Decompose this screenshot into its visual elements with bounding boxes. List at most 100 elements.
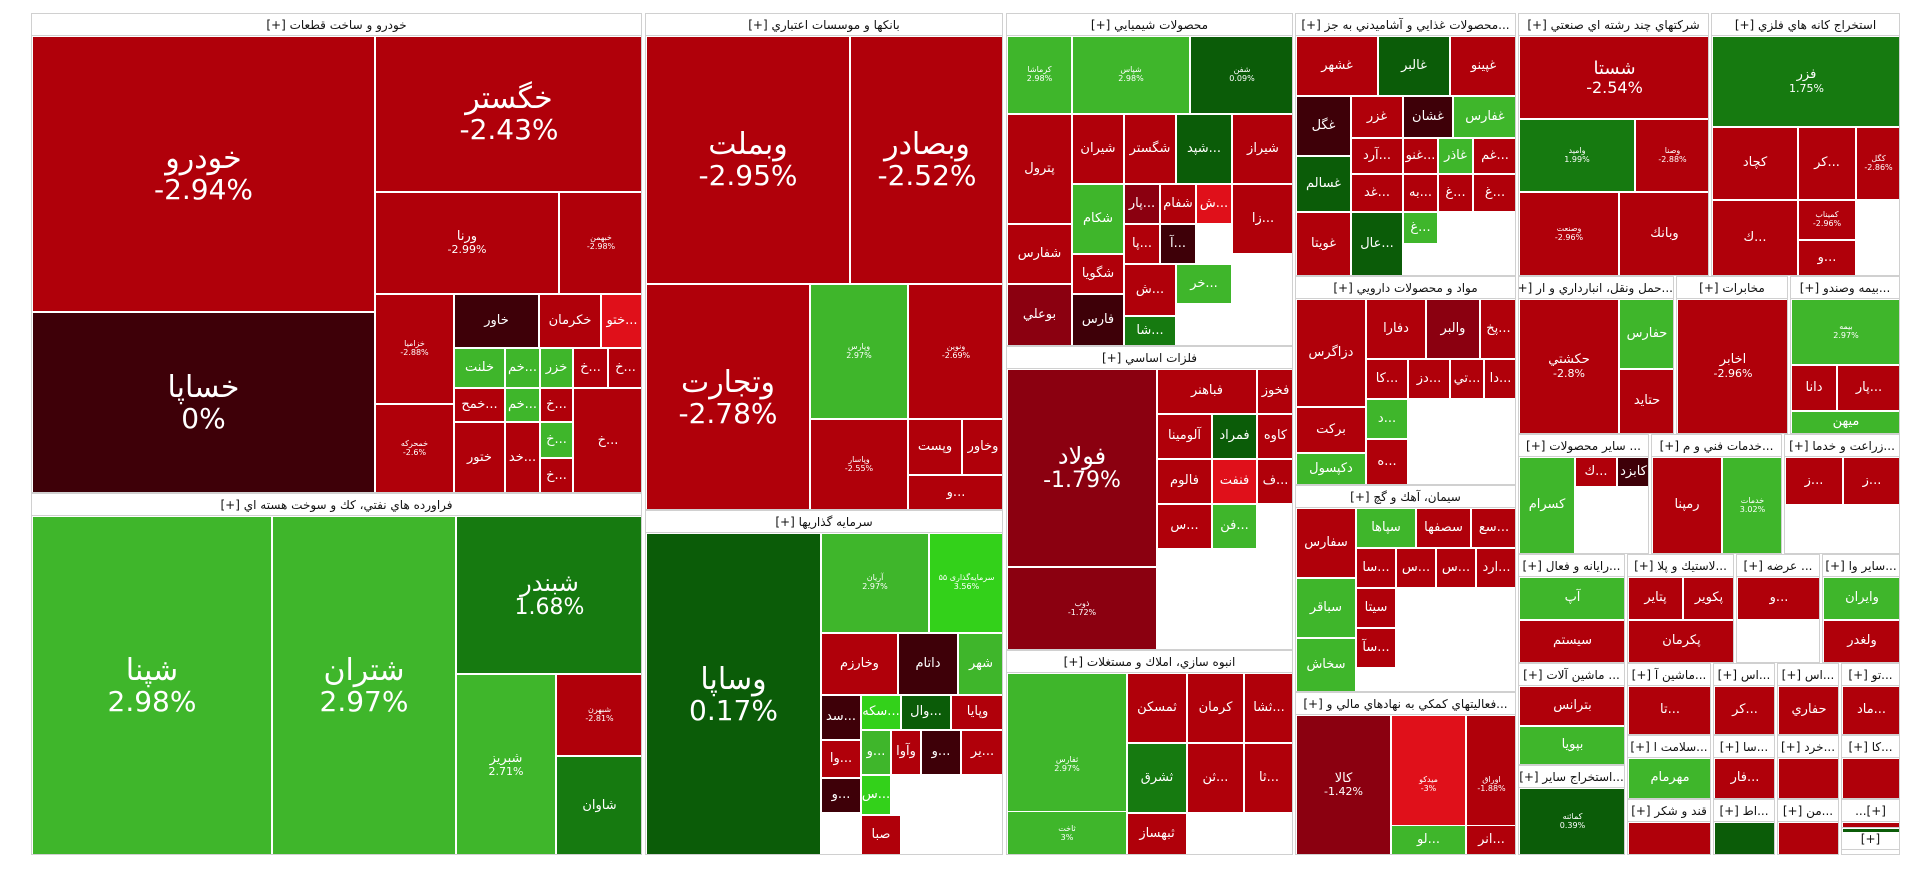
stock-tile-ثشرق[interactable]: ثشرق	[1127, 743, 1187, 813]
sector-header[interactable]: مواد و محصولات دارويي [+]	[1296, 277, 1515, 299]
stock-tile-شفام[interactable]: شفام	[1160, 184, 1196, 224]
stock-tile-ثن[interactable]: ...ثن	[1187, 743, 1244, 813]
stock-tile-داتام[interactable]: داتام	[898, 633, 958, 695]
stock-tile-tile[interactable]	[1778, 758, 1838, 798]
stock-tile-سپاها[interactable]: سپاها	[1356, 508, 1416, 548]
stock-tile-و[interactable]: ...و	[921, 730, 961, 775]
stock-tile-خر[interactable]: ...خر	[1176, 264, 1232, 304]
stock-tile-دانا[interactable]: دانا	[1791, 365, 1837, 411]
stock-tile-پتاير[interactable]: پتاير	[1628, 577, 1683, 620]
stock-tile-خ[interactable]: ...خ	[573, 348, 608, 388]
stock-tile-لو[interactable]: ...لو	[1391, 825, 1466, 854]
stock-tile-خبهمن[interactable]: خبهمن -2.98%	[559, 192, 641, 294]
stock-tile-خ[interactable]: ...خ	[573, 388, 641, 492]
stock-tile-سا[interactable]: ...سا	[1356, 548, 1396, 588]
stock-tile-خ[interactable]: ...خ	[540, 422, 573, 458]
stock-tile-پار[interactable]: ...پار	[1124, 184, 1160, 224]
stock-tile-غنو[interactable]: ...غنو	[1403, 138, 1438, 174]
stock-tile-وخاور[interactable]: وخاور	[962, 419, 1002, 475]
stock-tile-شفارس[interactable]: شفارس	[1007, 224, 1072, 284]
stock-tile-ثا[interactable]: ...ثا	[1244, 743, 1292, 813]
stock-tile-غ[interactable]: ...غ	[1438, 174, 1473, 212]
stock-tile-ونوین[interactable]: ونوین -2.69%	[908, 284, 1002, 419]
sector-header[interactable]: ...استخراج ساير [+]	[1519, 766, 1624, 788]
stock-tile-خزر[interactable]: خزر	[540, 348, 573, 388]
stock-tile-عال[interactable]: ...عال	[1351, 212, 1403, 275]
stock-tile-ك[interactable]: ...ك	[1575, 457, 1617, 487]
stock-tile-كسرام[interactable]: كسرام	[1519, 457, 1575, 553]
stock-tile-ذوب[interactable]: ذوب -1.72%	[1007, 567, 1157, 649]
sector-header[interactable]: ...تو [+]	[1842, 664, 1899, 686]
stock-tile-ثشا[interactable]: ...ثشا	[1244, 673, 1292, 743]
stock-tile-پار[interactable]: ...پار	[1837, 365, 1899, 411]
sector-header[interactable]: ...حمل ونقل، انبارداري و ار [+]	[1519, 277, 1673, 299]
stock-tile-غزر[interactable]: غزر	[1351, 96, 1403, 138]
sector-header[interactable]: ... عرضه [+]	[1737, 555, 1819, 577]
stock-tile-ز[interactable]: ...ز	[1785, 457, 1843, 505]
stock-tile-بیمه[interactable]: بیمه 2.97%	[1791, 299, 1899, 365]
stock-tile-ولغدر[interactable]: ولغدر	[1823, 620, 1899, 662]
sector-header[interactable]: مخابرات [+]	[1677, 277, 1787, 299]
sector-header[interactable]: ...خدمات فني و م [+]	[1652, 435, 1781, 457]
stock-tile-خودرو[interactable]: خودرو -2.94%	[32, 36, 375, 312]
stock-tile-سخاش[interactable]: سخاش	[1296, 638, 1356, 691]
stock-tile-فنفت[interactable]: فنفت	[1212, 459, 1257, 504]
sector-header[interactable]: ...محصولات غذايي و آشاميدني به جز [+]	[1296, 14, 1515, 36]
stock-tile-فخوز[interactable]: فخوز	[1257, 369, 1292, 414]
stock-tile-ثمسکن[interactable]: ثمسکن	[1127, 673, 1187, 743]
stock-tile-وخارزم[interactable]: وخارزم	[821, 633, 898, 695]
stock-tile-حتاید[interactable]: حتاید	[1619, 369, 1673, 433]
stock-tile-وبصادر[interactable]: وبصادر -2.52%	[850, 36, 1002, 284]
sector-header[interactable]: بانكها و موسسات اعتباري [+]	[646, 14, 1002, 36]
stock-tile-شبندر[interactable]: شبندر 1.68%	[456, 516, 641, 674]
stock-tile-به[interactable]: ...به	[1403, 174, 1438, 212]
stock-tile-د[interactable]: ...د	[1366, 399, 1408, 439]
stock-tile-خ[interactable]: ...خ	[608, 348, 641, 388]
sector-header[interactable]: ...فعاليتهاي كمكي به نهادهاي مالي و [+]	[1296, 693, 1515, 715]
stock-tile-س[interactable]: ...س	[1157, 504, 1212, 549]
sector-header[interactable]: ...سا [+]	[1714, 736, 1774, 758]
stock-tile-ماد[interactable]: ...ماد	[1842, 686, 1899, 734]
stock-tile-بركت[interactable]: بركت	[1296, 407, 1366, 453]
stock-tile-ير[interactable]: ...ير	[961, 730, 1002, 775]
sector-header[interactable]: ...من [+]	[1778, 800, 1838, 822]
stock-tile-ارد[interactable]: ...ارد	[1476, 548, 1515, 588]
stock-tile-زا[interactable]: ...زا	[1232, 184, 1292, 254]
stock-tile-انر[interactable]: ...انر	[1466, 825, 1515, 854]
stock-tile-tile[interactable]	[1778, 822, 1838, 854]
stock-tile-خساپا[interactable]: خساپا 0%	[32, 312, 375, 492]
sector-header[interactable]: [+]	[1842, 828, 1899, 850]
stock-tile-حكشتي[interactable]: حكشتي -2.8%	[1519, 299, 1619, 433]
stock-tile-شهر[interactable]: شهر	[958, 633, 1002, 695]
stock-tile-سكه[interactable]: ...سكه	[861, 695, 901, 730]
stock-tile-غگل[interactable]: غگل	[1296, 96, 1351, 156]
stock-tile-دا[interactable]: ...دا	[1484, 359, 1515, 399]
stock-tile-پخ[interactable]: ...پخ	[1480, 299, 1515, 359]
stock-tile-خم[interactable]: ...خم	[505, 388, 540, 422]
stock-tile-سصفها[interactable]: سصفها	[1416, 508, 1471, 548]
stock-tile-شگویا[interactable]: شگویا	[1072, 254, 1124, 294]
sector-header[interactable]: ...ساير وا [+]	[1823, 555, 1899, 577]
sector-header[interactable]: ... ساير محصولات [+]	[1519, 435, 1648, 457]
sector-header[interactable]: ...لاستيك و پلا [+]	[1628, 555, 1733, 577]
stock-tile-سآ[interactable]: ...سآ	[1356, 628, 1396, 668]
stock-tile-س[interactable]: ...س	[1436, 548, 1476, 588]
stock-tile-غالبر[interactable]: غالبر	[1378, 36, 1450, 96]
sector-header[interactable]: استخراج كانه هاي فلزي [+]	[1712, 14, 1899, 36]
stock-tile-فارس[interactable]: فارس	[1072, 294, 1124, 345]
stock-tile-كا[interactable]: ...كا	[1366, 359, 1408, 399]
sector-header[interactable]: ...اس [+]	[1778, 664, 1838, 686]
stock-tile-غپینو[interactable]: غپینو	[1450, 36, 1515, 96]
stock-tile-وتجارت[interactable]: وتجارت -2.78%	[646, 284, 810, 509]
stock-tile-سد[interactable]: ...سد	[821, 695, 861, 740]
stock-tile-فولاد[interactable]: فولاد -1.79%	[1007, 369, 1157, 567]
sector-header[interactable]: ...اط [+]	[1714, 800, 1774, 822]
stock-tile-tile[interactable]	[1842, 758, 1899, 798]
stock-tile-ثاخت[interactable]: ثاخت 3%	[1007, 811, 1127, 854]
stock-tile-کمیناب[interactable]: کمیناب -2.96%	[1798, 200, 1856, 240]
stock-tile-و[interactable]: ...و	[1798, 240, 1856, 275]
sector-header[interactable]: ...بيمه وصندو [+]	[1791, 277, 1899, 299]
stock-tile-سفارس[interactable]: سفارس	[1296, 508, 1356, 578]
stock-tile-دكپسول[interactable]: دكپسول	[1296, 453, 1366, 484]
stock-tile-شپنا[interactable]: شپنا 2.98%	[32, 516, 272, 854]
